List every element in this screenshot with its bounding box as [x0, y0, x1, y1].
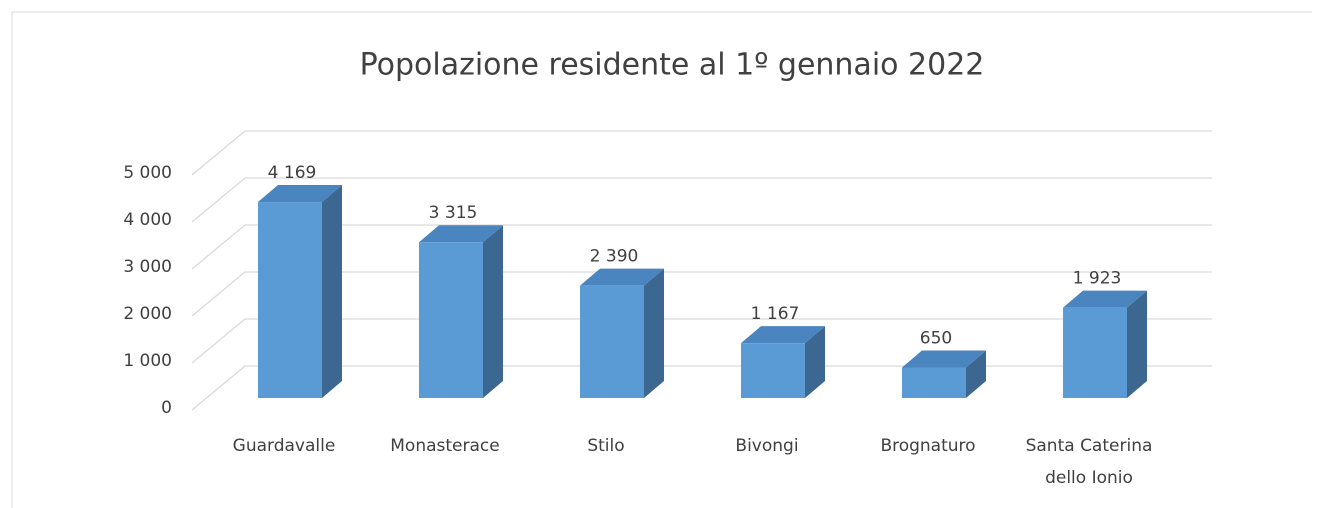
bar-side [322, 185, 342, 398]
grid-line [191, 224, 1212, 270]
bar-top [580, 268, 664, 286]
bar-top [258, 185, 342, 203]
bar [419, 242, 483, 398]
bar [741, 343, 805, 398]
x-tick-label: Brognaturo [880, 436, 976, 456]
bar-top [741, 326, 825, 344]
bar [258, 202, 322, 398]
x-tick-label: Stilo [587, 436, 625, 456]
y-tick-label: 1 000 [123, 351, 172, 371]
grid-line [191, 318, 1212, 364]
data-label: 4 169 [268, 163, 317, 183]
data-label: 1 923 [1073, 269, 1122, 289]
x-tick-label: Bivongi [735, 436, 799, 456]
data-label: 1 167 [751, 304, 800, 324]
x-tick-label: Santa Caterina dello Ionio [1025, 436, 1153, 488]
y-tick-label: 0 [161, 398, 172, 418]
grid-line [191, 177, 1212, 223]
grid-line [191, 130, 1212, 176]
data-label: 650 [920, 328, 952, 348]
bar-side [483, 225, 503, 398]
bar-side [644, 268, 664, 398]
bar [1063, 307, 1127, 398]
y-tick-label: 2 000 [123, 304, 172, 324]
data-label: 3 315 [429, 203, 478, 223]
chart-title: Popolazione residente al 1º gennaio 2022 [360, 48, 985, 83]
data-label: 2 390 [590, 247, 639, 267]
grid-line [191, 365, 1212, 411]
bar-top [419, 225, 503, 243]
bar [580, 285, 644, 398]
x-tick-label: Monasterace [390, 436, 500, 456]
bar-side [805, 326, 825, 398]
x-tick-label: Guardavalle [232, 436, 336, 456]
y-tick-label: 4 000 [123, 210, 172, 230]
grid-line [191, 271, 1212, 317]
bar-side [966, 350, 986, 398]
bar-side [1127, 290, 1147, 398]
y-tick-label: 5 000 [123, 163, 172, 183]
bar [902, 367, 966, 398]
bar-top [1063, 290, 1147, 308]
bar-top [902, 350, 986, 368]
y-tick-label: 3 000 [123, 257, 172, 277]
